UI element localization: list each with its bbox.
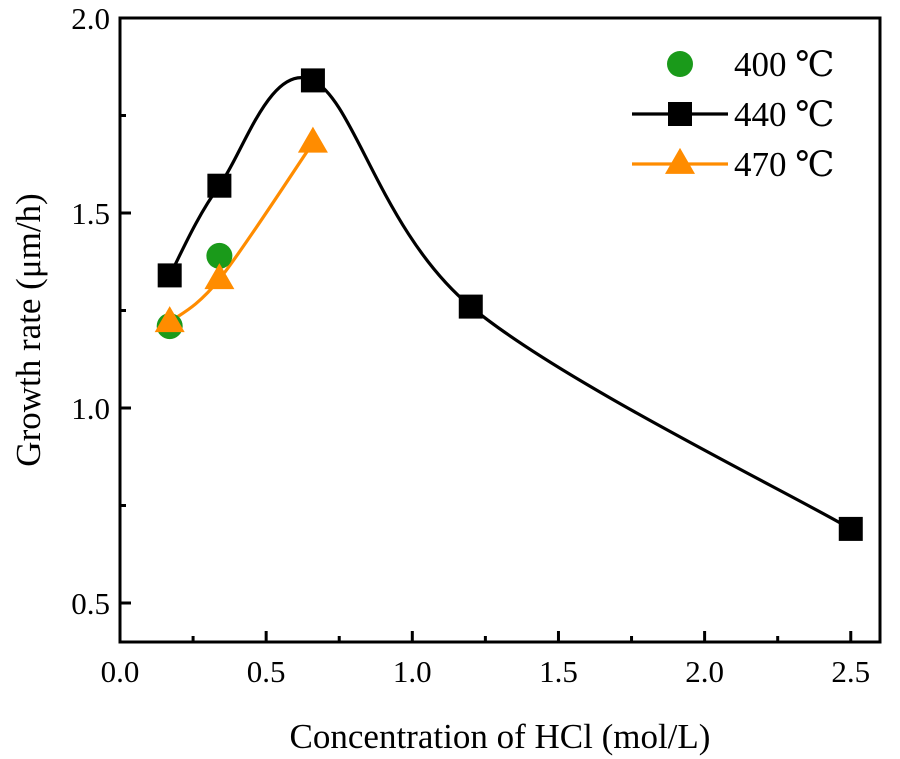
legend-marker-square — [668, 102, 692, 126]
x-tick-label: 0.5 — [247, 654, 286, 689]
data-point-circle — [206, 242, 233, 269]
data-point-triangle — [154, 306, 185, 333]
data-point-square — [300, 68, 325, 93]
x-axis-ticks: 0.0 0.5 1.0 1.5 2.0 2.5 — [101, 631, 870, 689]
data-point-square — [838, 516, 863, 541]
y-tick-label: 0.5 — [71, 586, 110, 621]
data-point-triangle — [204, 263, 235, 290]
legend: 400 ℃ 440 ℃ 470 ℃ — [632, 45, 834, 184]
legend-label: 470 ℃ — [734, 145, 834, 184]
y-tick-label: 1.5 — [71, 196, 110, 231]
plot-area — [154, 68, 863, 541]
y-tick-label: 2.0 — [71, 1, 110, 36]
series-markers — [154, 68, 863, 541]
data-point-square — [207, 173, 232, 198]
legend-label: 440 ℃ — [734, 95, 834, 134]
data-point-triangle — [297, 126, 328, 153]
x-axis-title: Concentration of HCl (mol/L) — [290, 717, 711, 756]
x-tick-label: 2.0 — [685, 654, 724, 689]
data-point-square — [458, 294, 483, 319]
x-tick-label: 2.5 — [831, 654, 870, 689]
legend-marker-circle — [667, 51, 693, 77]
y-tick-label: 1.0 — [71, 391, 110, 426]
y-axis-ticks: 0.5 1.0 1.5 2.0 — [71, 1, 131, 621]
series-line-2 — [168, 141, 315, 324]
x-tick-label: 0.0 — [101, 654, 140, 689]
x-tick-label: 1.5 — [539, 654, 578, 689]
y-axis-title: Growth rate (μm/h) — [9, 193, 48, 466]
data-point-square — [157, 263, 182, 288]
x-tick-label: 1.0 — [393, 654, 432, 689]
legend-marker-triangle — [665, 147, 695, 174]
legend-label: 400 ℃ — [734, 45, 834, 84]
plot-frame — [118, 16, 882, 644]
